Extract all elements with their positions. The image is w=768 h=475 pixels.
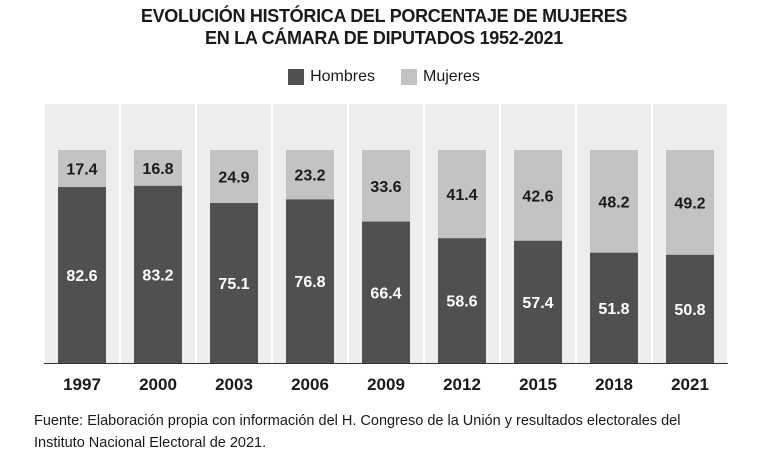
chart-title-line-2: EN LA CÁMARA DE DIPUTADOS 1952-2021 <box>205 28 563 48</box>
source-note: Fuente: Elaboración propia con informaci… <box>34 410 734 454</box>
bar-mujeres <box>590 150 638 253</box>
x-tick-label: 2003 <box>215 375 253 394</box>
x-tick-label: 2018 <box>595 375 633 394</box>
x-tick-label: 1997 <box>63 375 101 394</box>
data-label-hombres: 50.8 <box>674 302 705 319</box>
bar-hombres <box>210 203 258 363</box>
x-tick-label: 2006 <box>291 375 329 394</box>
data-label-hombres: 76.8 <box>294 274 325 291</box>
chart-legend: Hombres Mujeres <box>0 68 768 86</box>
data-label-mujeres: 24.9 <box>218 170 249 187</box>
legend-label-hombres: Hombres <box>310 68 375 85</box>
bar-mujeres <box>58 150 106 188</box>
data-label-hombres: 83.2 <box>142 267 173 284</box>
data-label-mujeres: 49.2 <box>674 195 705 212</box>
bar-hombres <box>58 187 106 363</box>
bar-mujeres <box>210 150 258 204</box>
legend-swatch-mujeres <box>401 69 417 85</box>
data-label-mujeres: 33.6 <box>370 179 401 196</box>
bar-mujeres <box>362 150 410 222</box>
bar-mujeres <box>438 150 486 239</box>
data-label-mujeres: 41.4 <box>446 187 477 204</box>
data-label-hombres: 51.8 <box>598 301 629 318</box>
bar-hombres <box>134 185 182 363</box>
source-line-2: Instituto Nacional Electoral de 2021. <box>34 435 267 451</box>
bar-hombres <box>362 221 410 363</box>
bar-mujeres <box>514 150 562 241</box>
data-label-hombres: 66.4 <box>370 285 401 302</box>
x-tick-label: 2000 <box>139 375 177 394</box>
data-label-hombres: 82.6 <box>66 268 97 285</box>
bar-hombres <box>666 254 714 363</box>
data-label-hombres: 75.1 <box>218 276 249 293</box>
x-tick-label: 2012 <box>443 375 481 394</box>
chart-title-line-1: EVOLUCIÓN HISTÓRICA DEL PORCENTAJE DE MU… <box>140 6 628 26</box>
bar-hombres <box>514 240 562 363</box>
bar-hombres <box>438 238 486 363</box>
bar-mujeres <box>134 150 182 186</box>
source-line-1: Fuente: Elaboración propia con informaci… <box>34 413 681 429</box>
data-label-hombres: 58.6 <box>446 294 477 311</box>
legend-swatch-hombres <box>288 69 305 85</box>
x-tick-label: 2021 <box>671 375 709 394</box>
bar-hombres <box>286 199 334 363</box>
bar-mujeres <box>286 150 334 200</box>
x-tick-label: 2015 <box>519 375 557 394</box>
data-label-mujeres: 23.2 <box>294 168 325 185</box>
data-label-mujeres: 16.8 <box>142 161 173 178</box>
bar-mujeres <box>666 150 714 255</box>
data-label-mujeres: 48.2 <box>598 194 629 211</box>
legend-item-mujeres: Mujeres <box>401 68 480 86</box>
x-tick-label: 2009 <box>367 375 405 394</box>
legend-label-mujeres: Mujeres <box>423 68 480 85</box>
data-label-mujeres: 42.6 <box>522 188 553 205</box>
legend-item-hombres: Hombres <box>288 68 375 86</box>
data-label-hombres: 57.4 <box>522 295 553 312</box>
bar-hombres <box>590 252 638 363</box>
data-label-mujeres: 17.4 <box>66 162 97 179</box>
